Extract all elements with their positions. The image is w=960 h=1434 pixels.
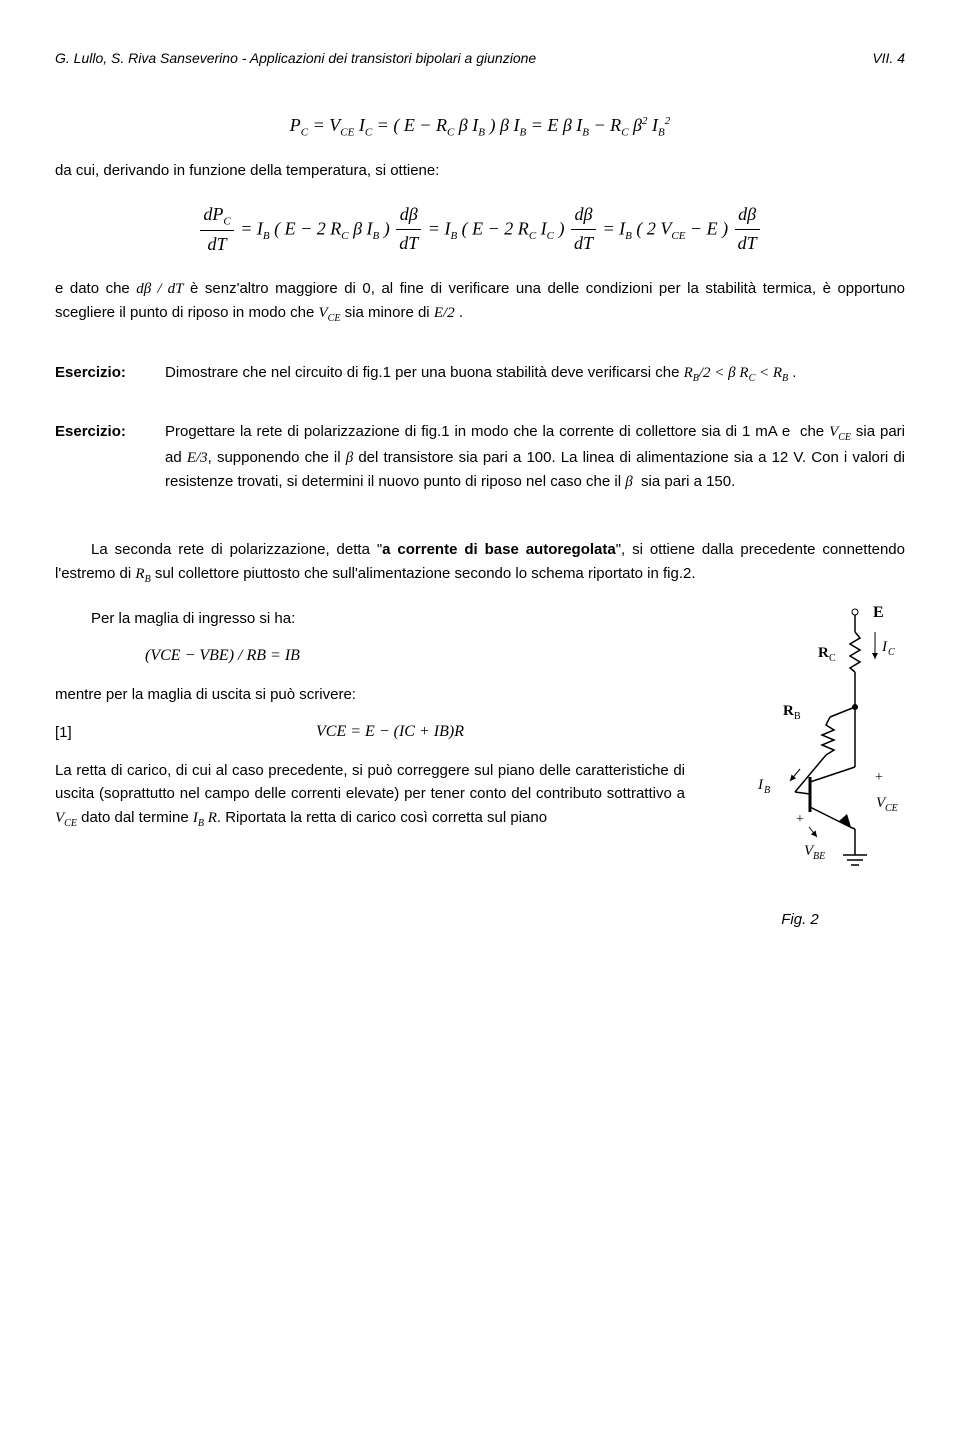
svg-text:I: I (881, 639, 888, 655)
para-stability-condition: e dato che dβ / dT è senz'altro maggiore… (55, 277, 905, 327)
equation-label: [1] (55, 721, 95, 744)
text: La seconda rete di polarizzazione, detta… (91, 541, 382, 558)
equation-output-loop: [1] VCE = E − (IC + IB)R (55, 720, 685, 745)
text: sia minore di (345, 304, 434, 321)
text: e dato che (55, 280, 136, 297)
figure-caption: Fig. 2 (695, 908, 905, 931)
svg-text:I: I (757, 777, 764, 793)
svg-text:E: E (873, 604, 884, 621)
svg-text:CE: CE (885, 803, 898, 814)
para-output-loop: mentre per la maglia di uscita si può sc… (55, 683, 685, 706)
equation-dpcdt: dPCdT = IB ( E − 2 RC β IB ) dβdT = IB (… (55, 201, 905, 260)
svg-text:+: + (875, 770, 883, 785)
text: . (459, 304, 463, 321)
exercise-label: Esercizio: (55, 420, 165, 494)
para-intro-derivative: da cui, derivando in funzione della temp… (55, 159, 905, 182)
para-load-line: La retta di carico, di cui al caso prece… (55, 759, 685, 831)
svg-text:C: C (888, 647, 895, 658)
svg-text:R: R (783, 703, 794, 719)
header-left: G. Lullo, S. Riva Sanseverino - Applicaz… (55, 48, 536, 70)
header-right: VII. 4 (872, 48, 905, 70)
math-vce2: VCE (55, 810, 77, 826)
circuit-fig2: E R C I C R B I B (700, 597, 900, 897)
exercise-block: Esercizio: Dimostrare che nel circuito d… (55, 361, 905, 387)
page-header: G. Lullo, S. Riva Sanseverino - Applicaz… (55, 48, 905, 70)
svg-text:B: B (794, 711, 801, 722)
text: . Riportata la retta di carico così corr… (217, 809, 547, 826)
equation-pc: PC = VCE IC = ( E − RC β IB ) β IB = E β… (55, 112, 905, 142)
exercise-body: Dimostrare che nel circuito di fig.1 per… (165, 361, 905, 387)
math-e2: E/2 (434, 305, 455, 321)
text: sul collettore piuttosto che sull'alimen… (151, 565, 696, 582)
text: dato dal termine (77, 809, 193, 826)
para-second-network: La seconda rete di polarizzazione, detta… (55, 538, 905, 587)
math-ibr: IB R (193, 810, 217, 826)
exercise-block: Esercizio: Progettare la rete di polariz… (55, 420, 905, 494)
svg-text:+: + (796, 812, 804, 827)
bold-term: a corrente di base autoregolata (382, 541, 616, 558)
exercise-body: Progettare la rete di polarizzazione di … (165, 420, 905, 494)
exercise-label: Esercizio: (55, 361, 165, 387)
para-input-loop: Per la maglia di ingresso si ha: (55, 607, 685, 630)
math-rb: RB (135, 566, 150, 582)
math-dbeta-dt: dβ / dT (136, 281, 183, 297)
svg-text:R: R (818, 645, 829, 661)
svg-text:BE: BE (813, 851, 825, 862)
math-vce: VCE (318, 305, 340, 321)
text: La retta di carico, di cui al caso prece… (55, 762, 685, 802)
equation-input-loop: (VCE − VBE) / RB = IB (145, 644, 685, 669)
svg-text:B: B (764, 785, 770, 796)
svg-text:C: C (829, 653, 836, 664)
